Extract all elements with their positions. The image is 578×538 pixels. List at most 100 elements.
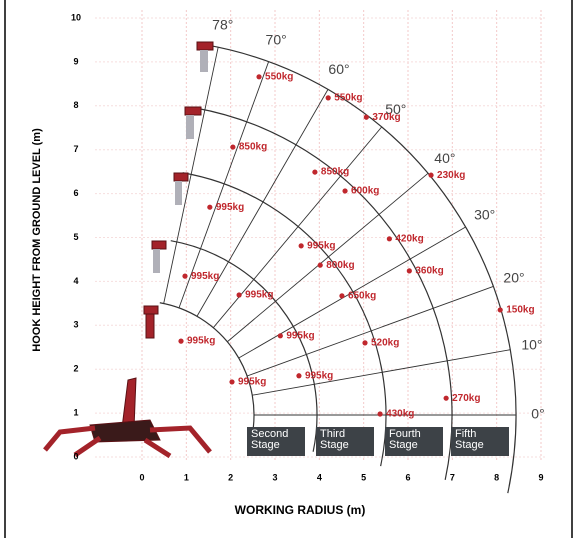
x-tick-label: 3 xyxy=(272,472,277,482)
angle-label: 10° xyxy=(521,337,542,353)
load-label: 995kg xyxy=(187,336,215,347)
y-tick-label: 7 xyxy=(73,144,78,154)
load-point xyxy=(207,204,213,210)
y-tick-label: 5 xyxy=(73,232,78,242)
x-axis-label: WORKING RADIUS (m) xyxy=(235,503,366,517)
reach-arc xyxy=(170,240,318,452)
crane-boom xyxy=(153,249,160,273)
angle-label: 20° xyxy=(503,270,524,286)
load-point xyxy=(312,169,318,175)
x-tick-label: 0 xyxy=(139,472,144,482)
load-point xyxy=(236,292,242,298)
x-tick-label: 6 xyxy=(405,472,410,482)
load-label: 520kg xyxy=(371,338,399,349)
crane-head xyxy=(151,240,167,250)
reach-arc xyxy=(205,44,517,494)
angle-line xyxy=(227,172,429,343)
y-tick-label: 10 xyxy=(71,12,81,22)
load-label: 995kg xyxy=(238,377,266,388)
load-point xyxy=(325,95,331,101)
angle-line xyxy=(252,349,511,396)
x-tick-label: 2 xyxy=(228,472,233,482)
grid xyxy=(95,10,545,462)
y-axis-label: HOOK HEIGHT FROM GROUND LEVEL (m) xyxy=(31,128,43,352)
crane-head xyxy=(184,106,202,116)
crane-boom xyxy=(145,313,155,339)
stage-label: Third Stage xyxy=(316,427,374,456)
load-label: 270kg xyxy=(452,393,480,404)
stage-label: Fifth Stage xyxy=(451,427,509,456)
load-label: 995kg xyxy=(286,330,314,341)
load-label: 150kg xyxy=(506,305,534,316)
angle-line xyxy=(246,285,494,377)
y-tick-label: 0 xyxy=(73,451,78,461)
y-tick-label: 6 xyxy=(73,188,78,198)
y-tick-label: 4 xyxy=(73,276,78,286)
crane-mast xyxy=(121,377,137,429)
load-label: 430kg xyxy=(386,409,414,420)
load-point xyxy=(182,273,188,279)
crane-head xyxy=(196,41,214,51)
load-point xyxy=(230,144,236,150)
reach-arc xyxy=(182,172,387,467)
x-tick-label: 5 xyxy=(361,472,366,482)
angle-label: 30° xyxy=(474,207,495,223)
load-point xyxy=(229,379,235,385)
load-point xyxy=(339,293,345,299)
load-point xyxy=(386,236,392,242)
angle-label: 40° xyxy=(434,150,455,166)
load-label: 650kg xyxy=(348,291,376,302)
load-label: 600kg xyxy=(351,186,379,197)
x-tick-label: 7 xyxy=(450,472,455,482)
angle-label: 78° xyxy=(212,16,233,32)
load-label: 550kg xyxy=(334,93,362,104)
load-point xyxy=(406,268,412,274)
load-point xyxy=(342,188,348,194)
load-point xyxy=(443,395,449,401)
load-label: 550kg xyxy=(265,71,293,82)
load-point xyxy=(362,340,368,346)
crane-head xyxy=(173,172,189,182)
load-point xyxy=(256,74,262,80)
crane-boom xyxy=(175,181,182,205)
reach-arc xyxy=(159,302,255,439)
load-label: 800kg xyxy=(326,260,354,271)
load-point xyxy=(178,338,184,344)
y-tick-label: 3 xyxy=(73,320,78,330)
load-point xyxy=(277,333,283,339)
angle-line xyxy=(238,226,466,359)
reach-diagram xyxy=(159,44,517,494)
angle-label: 50° xyxy=(385,101,406,117)
load-point xyxy=(317,262,323,268)
stage-label: Fourth Stage xyxy=(385,427,443,456)
x-tick-label: 9 xyxy=(538,472,543,482)
angle-line xyxy=(196,89,329,317)
load-label: 370kg xyxy=(372,112,400,123)
load-label: 230kg xyxy=(437,170,465,181)
load-label: 995kg xyxy=(245,290,273,301)
crane-boom xyxy=(186,115,194,139)
angle-label: 0° xyxy=(531,406,544,422)
load-point xyxy=(428,172,434,178)
load-label: 995kg xyxy=(216,202,244,213)
crane-illustration xyxy=(43,41,214,459)
crane-body xyxy=(89,419,161,443)
angle-line xyxy=(163,47,219,304)
load-point xyxy=(497,307,503,313)
crane-head xyxy=(143,305,159,315)
load-label: 360kg xyxy=(415,266,443,277)
angle-label: 60° xyxy=(328,61,349,77)
y-tick-label: 9 xyxy=(73,56,78,66)
load-point xyxy=(377,411,383,417)
reach-arc xyxy=(194,107,453,480)
load-label: 850kg xyxy=(321,167,349,178)
x-tick-label: 1 xyxy=(184,472,189,482)
load-label: 850kg xyxy=(239,142,267,153)
y-tick-label: 8 xyxy=(73,100,78,110)
angle-label: 70° xyxy=(266,32,287,48)
load-point xyxy=(363,114,369,120)
y-tick-label: 2 xyxy=(73,364,78,374)
crane-boom xyxy=(200,50,208,72)
